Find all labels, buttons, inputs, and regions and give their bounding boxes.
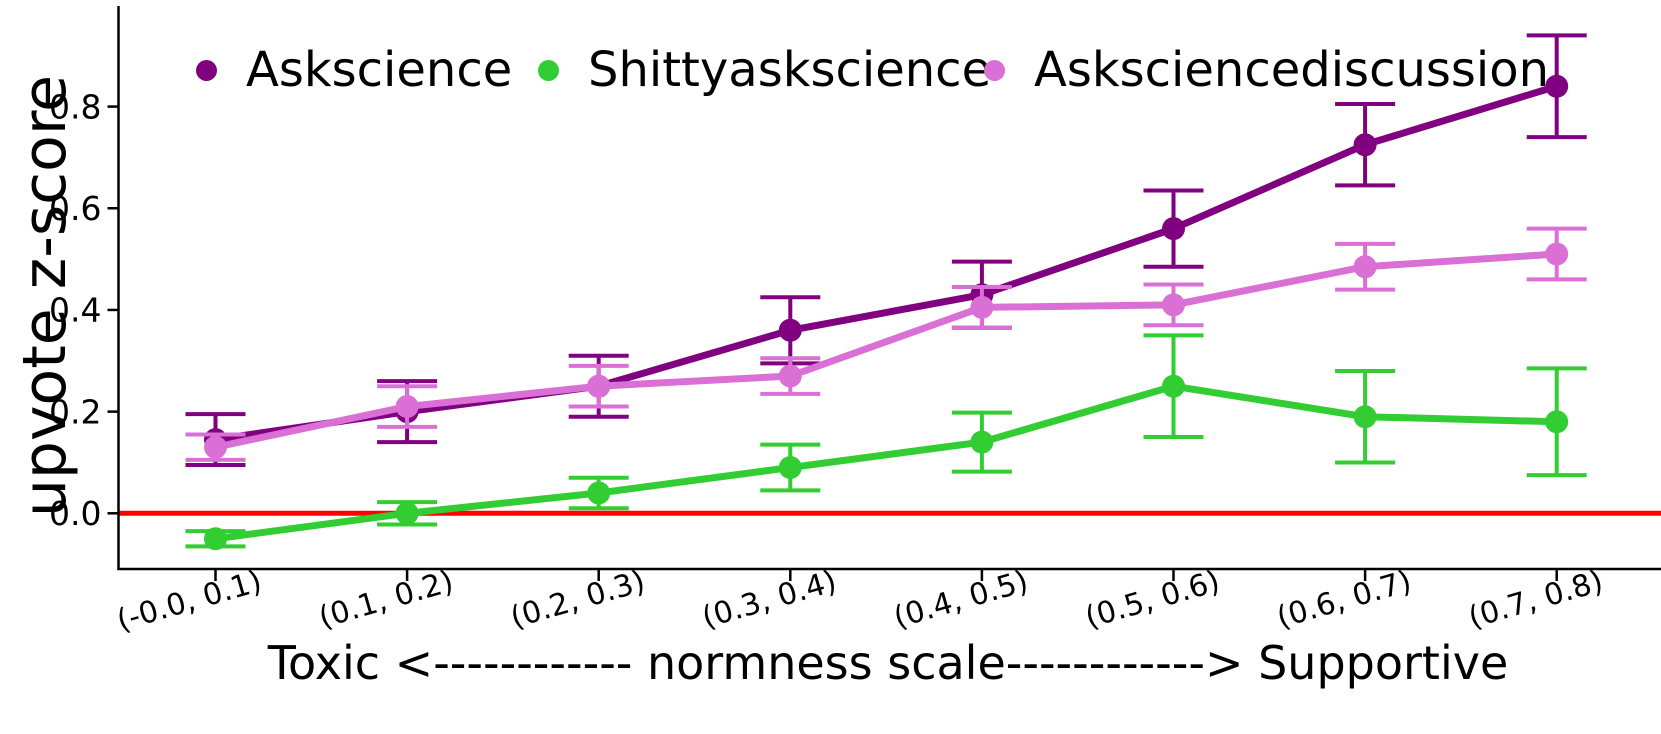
data-point [1162,217,1185,241]
y-tick-label: 0.4 [49,291,101,330]
data-point [1545,410,1569,434]
legend-label-asksciencediscussion: Asksciencediscussion [1034,42,1550,98]
x-tick-label: (0.7, 0.8) [1465,564,1607,636]
data-point [778,456,802,480]
legend-label-askscience: Askscience [246,42,513,98]
series-shittyaskscience [185,333,1587,551]
series-line [212,250,1561,451]
x-tick-label: (0.6, 0.7) [1273,564,1415,636]
legend-label-shittyaskscience: Shittyaskscience [588,42,992,98]
y-tick-label: 0.0 [49,494,101,533]
x-tick-label: (0.5, 0.6) [1081,564,1223,636]
data-point [1162,374,1185,398]
data-point [204,527,227,551]
y-tick-label: 0.8 [49,87,101,126]
data-point [1353,405,1377,429]
data-point [204,435,227,459]
legend-dot-askscience [196,59,217,81]
x-axis-label: Toxic <------------ normness scale------… [267,636,1509,690]
y-axis-label: upvote z-score [10,74,80,518]
x-tick-label: (-0.0, 0.1) [113,564,266,639]
series-asksciencediscussion [185,226,1587,462]
series-line [212,82,1561,444]
legend-dot-shittyaskscience [538,59,559,81]
data-point [778,364,802,388]
data-point [587,481,611,505]
x-tick-label: (0.3, 0.4) [698,564,840,636]
x-tick-label: (0.1, 0.2) [315,564,457,636]
legend-dot-asksciencediscussion [984,59,1005,81]
legend-item-askscience: Askscience [196,44,512,96]
data-point [1545,74,1569,98]
series-line [212,382,1561,543]
legend-item-asksciencediscussion: Asksciencediscussion [984,44,1549,96]
data-point [1353,133,1377,157]
data-point [970,430,994,454]
data-point [970,295,994,319]
legend-item-shittyaskscience: Shittyaskscience [538,44,991,96]
data-point [395,501,419,525]
data-point [587,374,611,398]
y-tick-label: 0.2 [49,392,101,431]
x-tick-label: (0.4, 0.5) [890,564,1032,636]
data-point [395,395,419,419]
y-tick-label: 0.6 [49,189,101,228]
data-point [778,318,802,342]
data-point [1162,293,1185,317]
x-tick-label: (0.2, 0.3) [507,564,649,636]
series-askscience [185,33,1587,468]
data-point [1353,255,1377,279]
data-point [1545,242,1569,266]
